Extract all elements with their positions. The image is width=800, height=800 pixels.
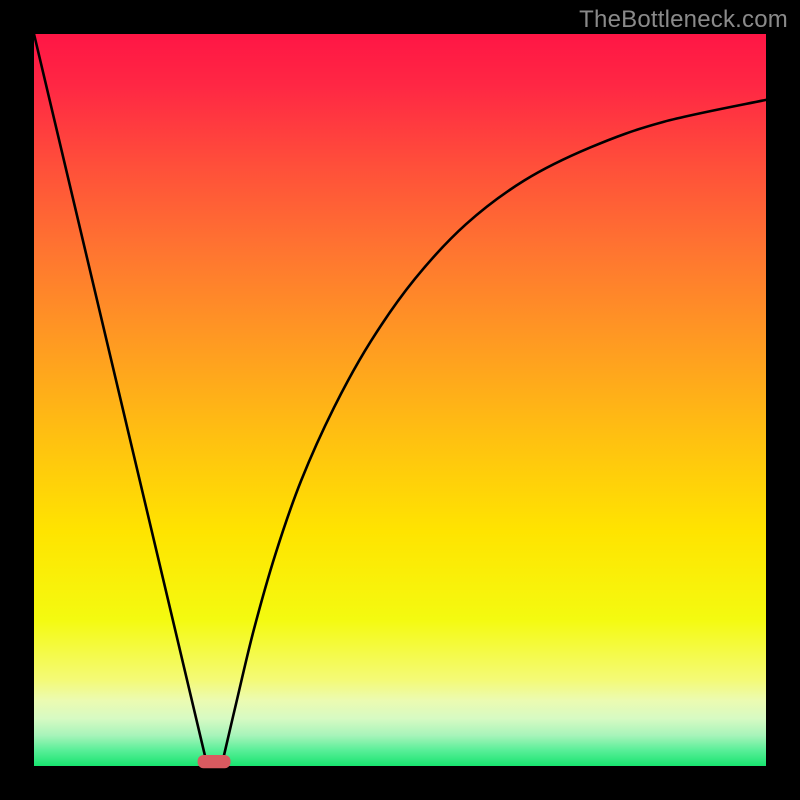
plot-area: [34, 34, 766, 766]
watermark-text: TheBottleneck.com: [579, 6, 788, 34]
trough-marker: [198, 755, 231, 768]
right-curve: [223, 100, 766, 760]
chart-frame: TheBottleneck.com: [0, 0, 800, 800]
left-line: [34, 34, 206, 760]
curve-layer: [34, 34, 766, 766]
